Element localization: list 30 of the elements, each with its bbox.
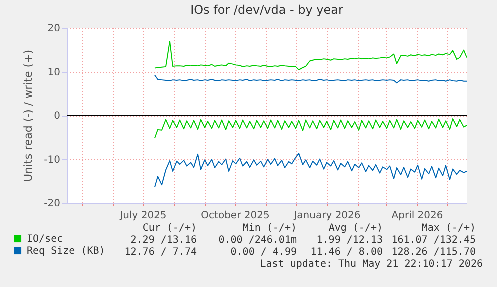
text: 161.07 /132.45 [392, 235, 476, 246]
text: 11.46 / 8.00 [310, 247, 383, 258]
text: 1.99 /12.13 [316, 235, 383, 246]
text: Last update: Thu May 21 22:10:17 2026 [260, 259, 483, 270]
text: 12.76 / 7.74 [124, 247, 197, 258]
text: Avg (-/+) [328, 223, 383, 234]
y-tick-label: -20 [44, 198, 60, 210]
text: Cur (-/+) [142, 223, 197, 234]
text: Min (-/+) [242, 223, 297, 234]
y-tick-label: 10 [48, 67, 60, 78]
x-tick-label: October 2025 [201, 210, 270, 222]
text: 2.29 /13.16 [130, 235, 197, 246]
y-tick-label: -10 [44, 154, 60, 166]
legend-label: Req Size (KB) [27, 246, 106, 257]
line-series [154, 41, 468, 70]
y-tick-label: 0 [54, 111, 60, 122]
legend-label: IO/sec [27, 234, 64, 245]
line-series [154, 153, 468, 188]
x-tick-label: April 2026 [392, 210, 444, 222]
text: 0.00 /246.01m [218, 235, 297, 246]
text: 0.00 / 4.99 [230, 247, 297, 258]
y-tick-label: 20 [48, 24, 60, 34]
line-series [154, 118, 468, 139]
y-axis-title: Units read (-) / write (+) [22, 50, 36, 182]
line-series [154, 74, 468, 84]
x-tick-label: January 2026 [293, 210, 361, 222]
x-tick-label: July 2025 [119, 210, 167, 222]
text: 128.26 /115.70 [392, 247, 476, 258]
chart-title: IOs for /dev/vda - by year [190, 3, 344, 17]
text: Max (-/+) [422, 223, 476, 234]
